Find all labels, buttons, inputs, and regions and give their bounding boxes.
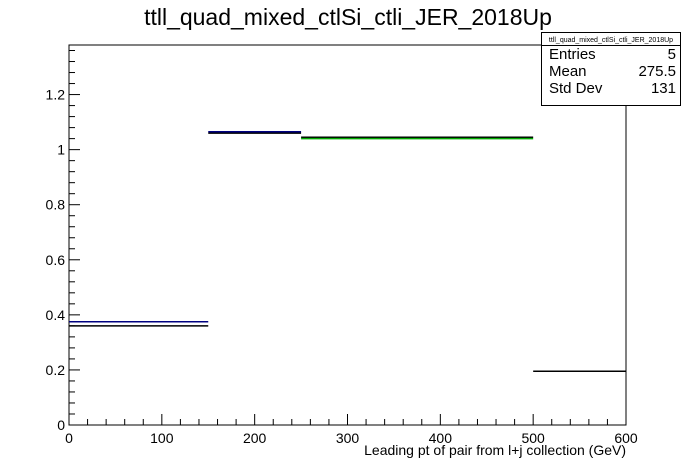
y-tick-label: 1	[57, 142, 65, 158]
x-tick-label: 100	[150, 430, 174, 446]
stats-value: 275.5	[638, 63, 676, 80]
stats-label: Entries	[549, 46, 596, 63]
stats-row-entries: Entries 5	[542, 46, 680, 63]
x-tick-label: 400	[429, 430, 453, 446]
stats-row-stddev: Std Dev 131	[542, 80, 680, 97]
x-tick-label: 0	[65, 430, 73, 446]
y-tick-label: 0.8	[46, 197, 66, 213]
stats-value: 131	[650, 80, 676, 97]
x-tick-label: 500	[521, 430, 545, 446]
stats-label: Mean	[549, 63, 587, 80]
axis-ticks: 0 100 200 300 400 500 600 0 0.2 0.4 0.6 0.8 1 1.2	[46, 50, 638, 446]
chart-title: ttll_quad_mixed_ctlSi_ctli_JER_2018Up	[144, 4, 552, 30]
stats-box: ttll_quad_mixed_ctlSi_ctli_JER_2018Up En…	[541, 32, 681, 106]
x-axis-label: Leading pt of pair from l+j collection (…	[364, 442, 626, 458]
stats-box-title: ttll_quad_mixed_ctlSi_ctli_JER_2018Up	[542, 33, 680, 46]
histogram-bins	[69, 130, 626, 373]
x-tick-label: 300	[336, 430, 360, 446]
stats-value: 5	[667, 46, 676, 63]
stats-label: Std Dev	[549, 80, 603, 97]
y-tick-label: 0.6	[46, 252, 66, 268]
y-tick-label: 0	[57, 417, 65, 433]
stats-row-mean: Mean 275.5	[542, 63, 680, 80]
y-tick-label: 1.2	[46, 87, 66, 103]
x-tick-label: 600	[614, 430, 638, 446]
y-tick-label: 0.4	[46, 307, 66, 323]
y-tick-label: 0.2	[46, 362, 66, 378]
x-tick-label: 200	[243, 430, 267, 446]
